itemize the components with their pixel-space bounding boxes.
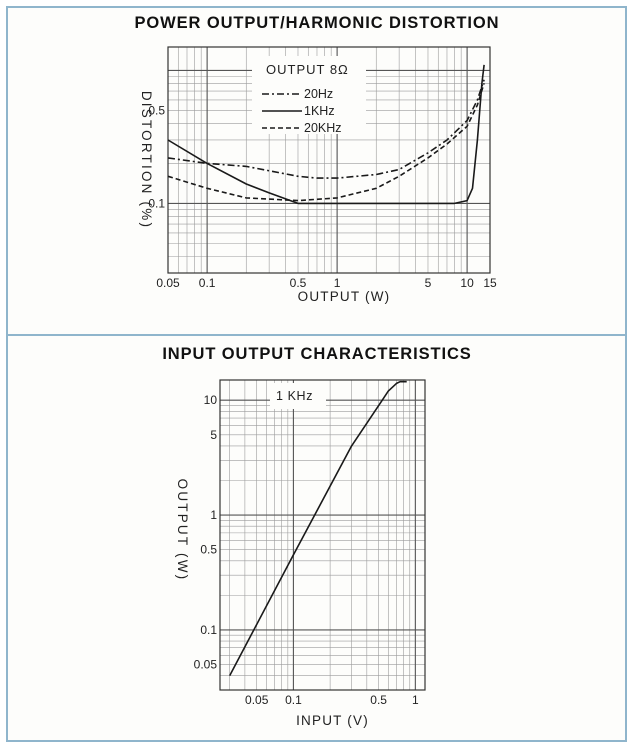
panel-divider — [8, 334, 625, 336]
io-x-axis-label: INPUT (V) — [296, 713, 369, 728]
distortion-y-tick-label: 0.1 — [148, 196, 165, 210]
distortion-x-tick-label: 0.5 — [290, 276, 307, 290]
distortion-plot-frame — [167, 46, 491, 274]
io-y-tick-label: 1 — [210, 508, 217, 522]
distortion-x-tick-label: 1 — [334, 276, 341, 290]
legend-label-20khz: 20KHz — [304, 121, 342, 135]
distortion-legend-box — [252, 56, 366, 134]
legend-label-1khz: 1KHz — [304, 104, 335, 118]
io-grid — [220, 380, 425, 691]
io-plot-frame — [219, 379, 426, 691]
distortion-y-axis-label: DISTORTION (%) — [139, 91, 154, 229]
io-y-tick-label: 0.1 — [200, 623, 217, 637]
io-x-tick-label: 1 — [412, 693, 419, 707]
distortion-y-tick-label: 0.5 — [148, 103, 165, 117]
chart-title-input-output: INPUT OUTPUT CHARACTERISTICS — [162, 345, 472, 363]
io-y-tick-label: 0.05 — [194, 658, 218, 672]
io-annotation-box — [270, 383, 326, 409]
io-y-tick-label: 0.5 — [200, 543, 217, 557]
io-annotation-label: 1 KHz — [276, 389, 313, 403]
io-y-axis-label: OUTPUT (W) — [175, 479, 190, 582]
io-x-tick-label: 0.1 — [285, 693, 302, 707]
io-x-tick-label: 0.5 — [370, 693, 387, 707]
distortion-series-20khz — [167, 83, 485, 202]
io-y-tick-label: 10 — [204, 393, 218, 407]
distortion-x-tick-label: 5 — [425, 276, 432, 290]
distortion-x-tick-label: 10 — [460, 276, 474, 290]
io-y-tick-label: 5 — [210, 428, 217, 442]
distortion-x-tick-label: 0.1 — [199, 276, 216, 290]
io-series-1-khz — [228, 380, 407, 676]
distortion-x-tick-label: 15 — [483, 276, 497, 290]
distortion-x-tick-label: 0.05 — [156, 276, 180, 290]
legend-label-20hz: 20Hz — [304, 87, 333, 101]
distortion-series-20hz — [167, 79, 485, 179]
legend-title: OUTPUT 8Ω — [266, 62, 349, 77]
distortion-series-1khz — [167, 64, 485, 205]
chart-title-distortion: POWER OUTPUT/HARMONIC DISTORTION — [134, 14, 500, 32]
distortion-x-axis-label: OUTPUT (W) — [298, 289, 391, 304]
io-x-tick-label: 0.05 — [245, 693, 269, 707]
